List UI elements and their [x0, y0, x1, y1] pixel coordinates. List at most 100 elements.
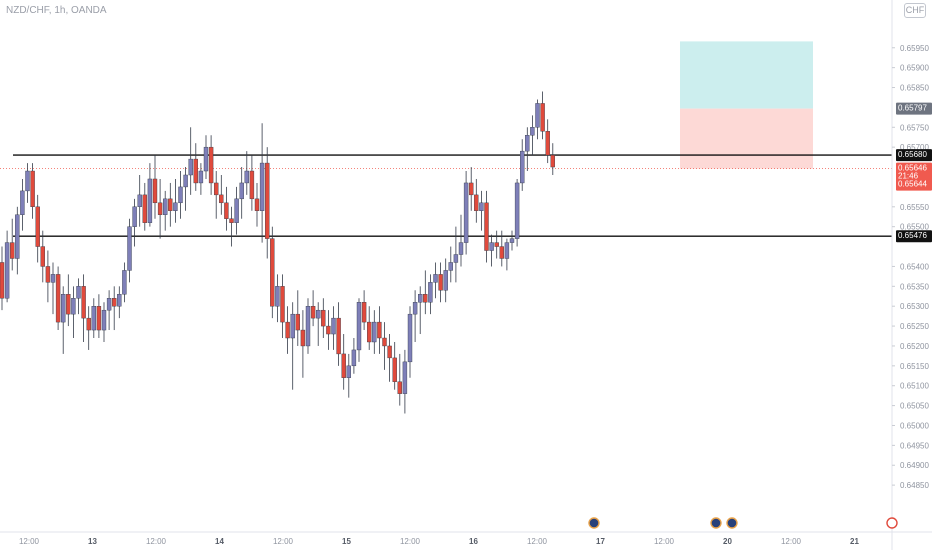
- economic-event-icon[interactable]: [710, 517, 722, 529]
- candle-body: [101, 309, 107, 331]
- candle: [509, 230, 515, 251]
- candle: [188, 127, 193, 195]
- candle: [157, 178, 163, 239]
- candle: [336, 302, 341, 366]
- y-tick-label: 0.65150: [900, 362, 929, 371]
- candle: [520, 139, 525, 191]
- candle: [550, 143, 555, 175]
- candle-body: [525, 135, 530, 152]
- current-price-label: 0.65644: [898, 180, 927, 189]
- x-tick-label: 12:00: [400, 537, 421, 546]
- candle: [412, 290, 418, 342]
- candle: [275, 274, 280, 323]
- candle: [147, 163, 153, 227]
- y-tick-label: 0.65250: [900, 322, 929, 331]
- candle-body: [540, 103, 545, 132]
- candle-body: [453, 254, 459, 263]
- candle: [50, 262, 56, 315]
- candle-body: [443, 270, 448, 291]
- event-marker-icon[interactable]: [886, 517, 898, 529]
- candle: [132, 198, 137, 247]
- loss-zone[interactable]: [680, 108, 813, 169]
- candle: [127, 218, 132, 283]
- candle: [535, 99, 540, 140]
- candle: [484, 190, 489, 263]
- y-tick-label: 0.65300: [900, 302, 929, 311]
- candle: [361, 290, 367, 331]
- candle: [295, 290, 300, 346]
- candle: [326, 310, 331, 350]
- candle-body: [361, 302, 367, 323]
- candle: [372, 310, 377, 354]
- level-low-label: 0.65476: [898, 231, 927, 240]
- candle-body: [198, 170, 204, 184]
- candle: [142, 182, 148, 231]
- candle-body: [188, 158, 193, 176]
- candle-body: [331, 317, 336, 335]
- candle: [265, 147, 270, 259]
- candle-body: [463, 182, 469, 243]
- candle: [213, 171, 219, 219]
- candle-body: [351, 349, 357, 367]
- candle: [25, 163, 30, 203]
- candle: [499, 230, 504, 267]
- candle: [316, 302, 321, 346]
- candle-body: [208, 146, 214, 184]
- candle-body: [356, 302, 362, 351]
- candle-body: [494, 242, 499, 247]
- candle-body: [489, 242, 494, 251]
- candle-body: [86, 317, 91, 331]
- candle: [15, 206, 20, 275]
- current-price-label: 0.65646: [898, 164, 927, 173]
- candle-body: [20, 190, 25, 215]
- candle-body: [310, 306, 316, 319]
- x-tick-label: 16: [469, 537, 478, 546]
- candle: [178, 171, 183, 219]
- candle: [249, 155, 255, 211]
- candle-body: [290, 313, 295, 339]
- x-tick-label: 12:00: [654, 537, 675, 546]
- candle-body: [183, 174, 188, 188]
- candle-body: [275, 286, 280, 307]
- economic-event-icon[interactable]: [588, 517, 600, 529]
- profit-zone[interactable]: [680, 41, 813, 109]
- candle-body: [382, 337, 387, 347]
- candle-body: [397, 381, 402, 394]
- candle-body: [4, 242, 10, 299]
- y-tick-label: 0.64900: [900, 461, 929, 470]
- economic-event-icon[interactable]: [726, 517, 738, 529]
- candle-body: [509, 238, 515, 243]
- candle-body: [428, 282, 433, 303]
- candle-body: [219, 194, 224, 204]
- candle-body: [61, 294, 66, 323]
- y-tick-label: 0.65100: [900, 382, 929, 391]
- currency-badge[interactable]: CHF: [904, 3, 926, 18]
- candle-body: [530, 127, 535, 136]
- candle-body: [71, 298, 76, 315]
- candle-body: [81, 286, 86, 319]
- x-tick-label: 12:00: [527, 537, 548, 546]
- candle: [387, 334, 392, 382]
- candle-body: [418, 294, 423, 303]
- candle-body: [259, 162, 265, 211]
- candle: [402, 349, 408, 414]
- candle-body: [504, 242, 510, 259]
- candle-body: [168, 198, 173, 211]
- candle: [61, 286, 66, 354]
- candle: [244, 151, 250, 195]
- candle-body: [520, 150, 525, 184]
- candle-body: [545, 131, 550, 156]
- candle-body: [346, 365, 351, 378]
- candle-body: [76, 286, 81, 299]
- candle: [106, 290, 112, 331]
- candle: [458, 214, 464, 267]
- candle-body: [137, 194, 142, 207]
- candle-body: [270, 238, 275, 307]
- y-tick-label: 0.65700: [900, 143, 929, 152]
- candle: [71, 286, 76, 339]
- candle: [203, 135, 209, 179]
- candle: [479, 190, 484, 231]
